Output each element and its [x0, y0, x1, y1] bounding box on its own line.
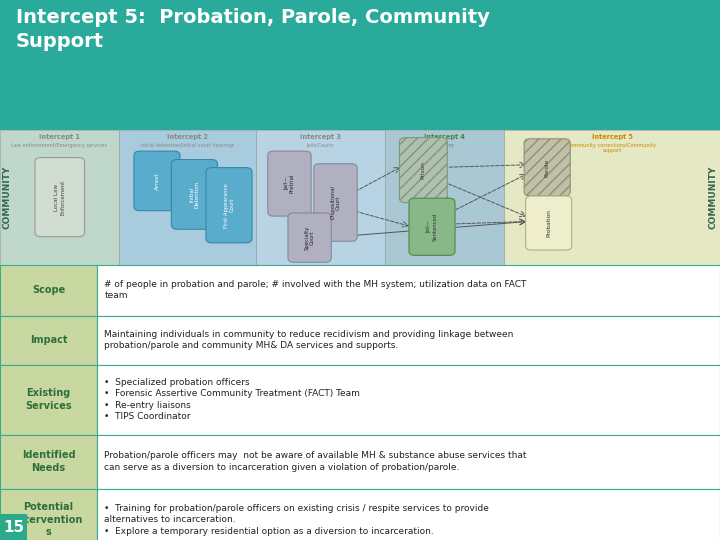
- Text: Identified
Needs: Identified Needs: [22, 450, 76, 473]
- FancyBboxPatch shape: [0, 316, 97, 364]
- Text: Community corrections/Community
support: Community corrections/Community support: [567, 143, 657, 153]
- Text: Intercept 3: Intercept 3: [300, 134, 341, 140]
- FancyBboxPatch shape: [409, 198, 455, 255]
- Text: COMMUNITY: COMMUNITY: [708, 165, 717, 229]
- Text: Impact: Impact: [30, 335, 68, 345]
- FancyBboxPatch shape: [400, 138, 447, 202]
- Text: 15: 15: [3, 519, 24, 535]
- Text: Scope: Scope: [32, 285, 66, 295]
- Text: Reentry: Reentry: [435, 143, 454, 147]
- FancyBboxPatch shape: [35, 158, 84, 237]
- Text: # of people in probation and parole; # involved with the MH system; utilization : # of people in probation and parole; # i…: [104, 280, 527, 300]
- FancyBboxPatch shape: [0, 489, 97, 540]
- FancyBboxPatch shape: [0, 0, 720, 130]
- FancyBboxPatch shape: [97, 265, 720, 316]
- Text: COMMUNITY: COMMUNITY: [3, 165, 12, 229]
- Text: •  Specialized probation officers
•  Forensic Assertive Community Treatment (FAC: • Specialized probation officers • Foren…: [104, 378, 360, 421]
- FancyBboxPatch shape: [504, 130, 720, 265]
- Text: Initial
Detention: Initial Detention: [189, 181, 200, 208]
- FancyBboxPatch shape: [134, 151, 180, 211]
- Text: Probation/parole officers may  not be aware of available MH & substance abuse se: Probation/parole officers may not be awa…: [104, 451, 527, 472]
- Text: Initial detention/Initial court hearings: Initial detention/Initial court hearings: [140, 143, 234, 147]
- FancyBboxPatch shape: [97, 489, 720, 540]
- Text: Law enforcement/Emergency services: Law enforcement/Emergency services: [12, 143, 107, 147]
- FancyBboxPatch shape: [97, 435, 720, 489]
- Text: Jail—
Pretrial: Jail— Pretrial: [284, 174, 295, 193]
- Text: Probation: Probation: [546, 209, 551, 237]
- Text: Local Law
Enforcement: Local Law Enforcement: [55, 179, 66, 215]
- FancyBboxPatch shape: [288, 213, 331, 262]
- FancyBboxPatch shape: [0, 130, 720, 265]
- Text: •  Training for probation/parole officers on existing crisis / respite services : • Training for probation/parole officers…: [104, 504, 490, 536]
- FancyBboxPatch shape: [206, 167, 252, 243]
- FancyBboxPatch shape: [524, 139, 570, 196]
- Text: Intercept 5: Intercept 5: [592, 134, 632, 140]
- FancyBboxPatch shape: [97, 316, 720, 364]
- FancyBboxPatch shape: [0, 364, 97, 435]
- Text: Arrest: Arrest: [155, 172, 159, 190]
- FancyBboxPatch shape: [256, 130, 385, 265]
- FancyBboxPatch shape: [268, 151, 311, 216]
- Text: Intercept 4: Intercept 4: [424, 134, 465, 140]
- Text: Intercept 1: Intercept 1: [39, 134, 80, 140]
- FancyBboxPatch shape: [0, 130, 119, 265]
- Text: Potential
Intervention
s: Potential Intervention s: [14, 502, 83, 537]
- Text: Specialty
Court: Specialty Court: [305, 225, 315, 250]
- Text: Parole: Parole: [545, 158, 549, 177]
- Text: Jail—
Sentenced: Jail— Sentenced: [426, 213, 438, 241]
- Text: First Appearance
Court: First Appearance Court: [223, 183, 235, 227]
- FancyBboxPatch shape: [385, 130, 504, 265]
- FancyBboxPatch shape: [0, 435, 97, 489]
- FancyBboxPatch shape: [0, 514, 27, 540]
- Text: Intercept 5:  Probation, Parole, Community
Support: Intercept 5: Probation, Parole, Communit…: [16, 8, 490, 51]
- Text: Jails/Courts: Jails/Courts: [307, 143, 334, 147]
- FancyBboxPatch shape: [97, 364, 720, 435]
- FancyBboxPatch shape: [119, 130, 256, 265]
- Text: Existing
Services: Existing Services: [25, 388, 72, 411]
- Text: Maintaining individuals in community to reduce recidivism and providing linkage : Maintaining individuals in community to …: [104, 330, 514, 350]
- Text: D'spositional
Court: D'spositional Court: [330, 186, 341, 219]
- Text: Prison: Prison: [421, 161, 426, 179]
- FancyBboxPatch shape: [526, 196, 572, 250]
- FancyBboxPatch shape: [0, 265, 97, 316]
- FancyBboxPatch shape: [314, 164, 357, 241]
- FancyBboxPatch shape: [171, 159, 217, 230]
- Text: Intercept 2: Intercept 2: [167, 134, 207, 140]
